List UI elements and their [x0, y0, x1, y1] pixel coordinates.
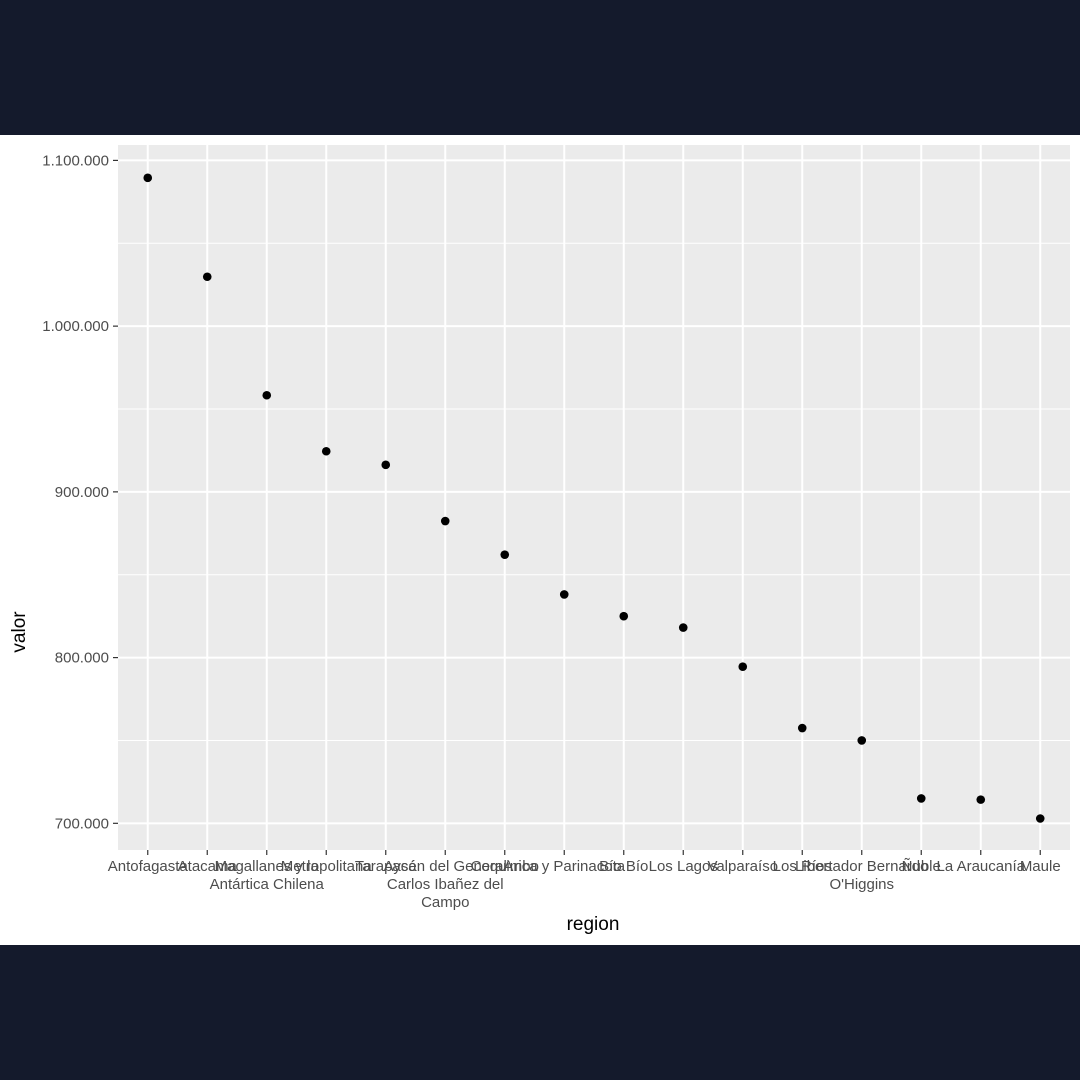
y-tick-label: 1.100.000	[42, 152, 109, 169]
x-tick-label: Metropolitana	[281, 858, 373, 875]
y-tick-label: 1.000.000	[42, 318, 109, 335]
y-axis-title: valor	[9, 611, 30, 653]
data-point	[916, 794, 926, 803]
data-point	[619, 611, 629, 621]
y-axis-ticks: 700.000 800.000 900.000 1.000.000 1.100.000	[42, 152, 118, 832]
data-points	[143, 173, 1045, 823]
data-point	[976, 795, 986, 804]
x-tick-label: Libertador Bernardo O'Higgins	[795, 858, 928, 893]
x-tick-label: Antofagasta	[108, 858, 189, 875]
x-tick-label: Atacama	[178, 858, 238, 875]
data-point	[262, 390, 272, 400]
y-tick-label: 800.000	[55, 650, 109, 667]
minor-gridlines	[118, 242, 1070, 741]
x-tick-label: Coquimbo	[471, 858, 539, 875]
data-point	[500, 550, 510, 559]
data-point	[440, 516, 450, 526]
x-tick-label: La Araucanía	[937, 858, 1026, 875]
x-tick-label: Maule	[1020, 858, 1061, 875]
data-point	[321, 446, 331, 456]
data-point	[143, 173, 153, 183]
x-axis-title: region	[567, 914, 620, 935]
data-point	[797, 723, 807, 733]
x-tick-label: Bío Bío	[599, 858, 648, 875]
x-tick-label: Arica y Parinacota	[503, 858, 625, 875]
data-point	[678, 623, 688, 632]
y-tick-label: 700.000	[55, 815, 109, 832]
data-point	[738, 662, 748, 672]
x-tick-label: Aysén del General Carlos Ibañez del Campo	[384, 858, 507, 911]
x-tick-label: Magallanes y la Antártica Chilena	[210, 858, 325, 893]
x-tick-label: Ñuble	[902, 858, 941, 875]
data-point	[857, 736, 867, 745]
plot-panel	[118, 145, 1070, 850]
data-point	[202, 272, 212, 282]
data-point	[1035, 814, 1045, 823]
data-point	[381, 460, 391, 470]
chart-figure: 700.000 800.000 900.000 1.000.000 1.100.000 …	[0, 135, 1080, 945]
y-tick-label: 900.000	[55, 484, 109, 501]
x-tick-label: Los Lagos	[649, 858, 718, 875]
data-point	[559, 590, 569, 599]
major-gridlines	[118, 145, 1070, 850]
x-tick-label: Los Ríos	[773, 858, 832, 875]
x-tick-label: Valparaíso	[707, 858, 778, 875]
x-tick-label: Tarapacá	[355, 858, 417, 875]
scatter-chart: 700.000800.000900.0001.000.0001.100.000 …	[9, 145, 1070, 935]
